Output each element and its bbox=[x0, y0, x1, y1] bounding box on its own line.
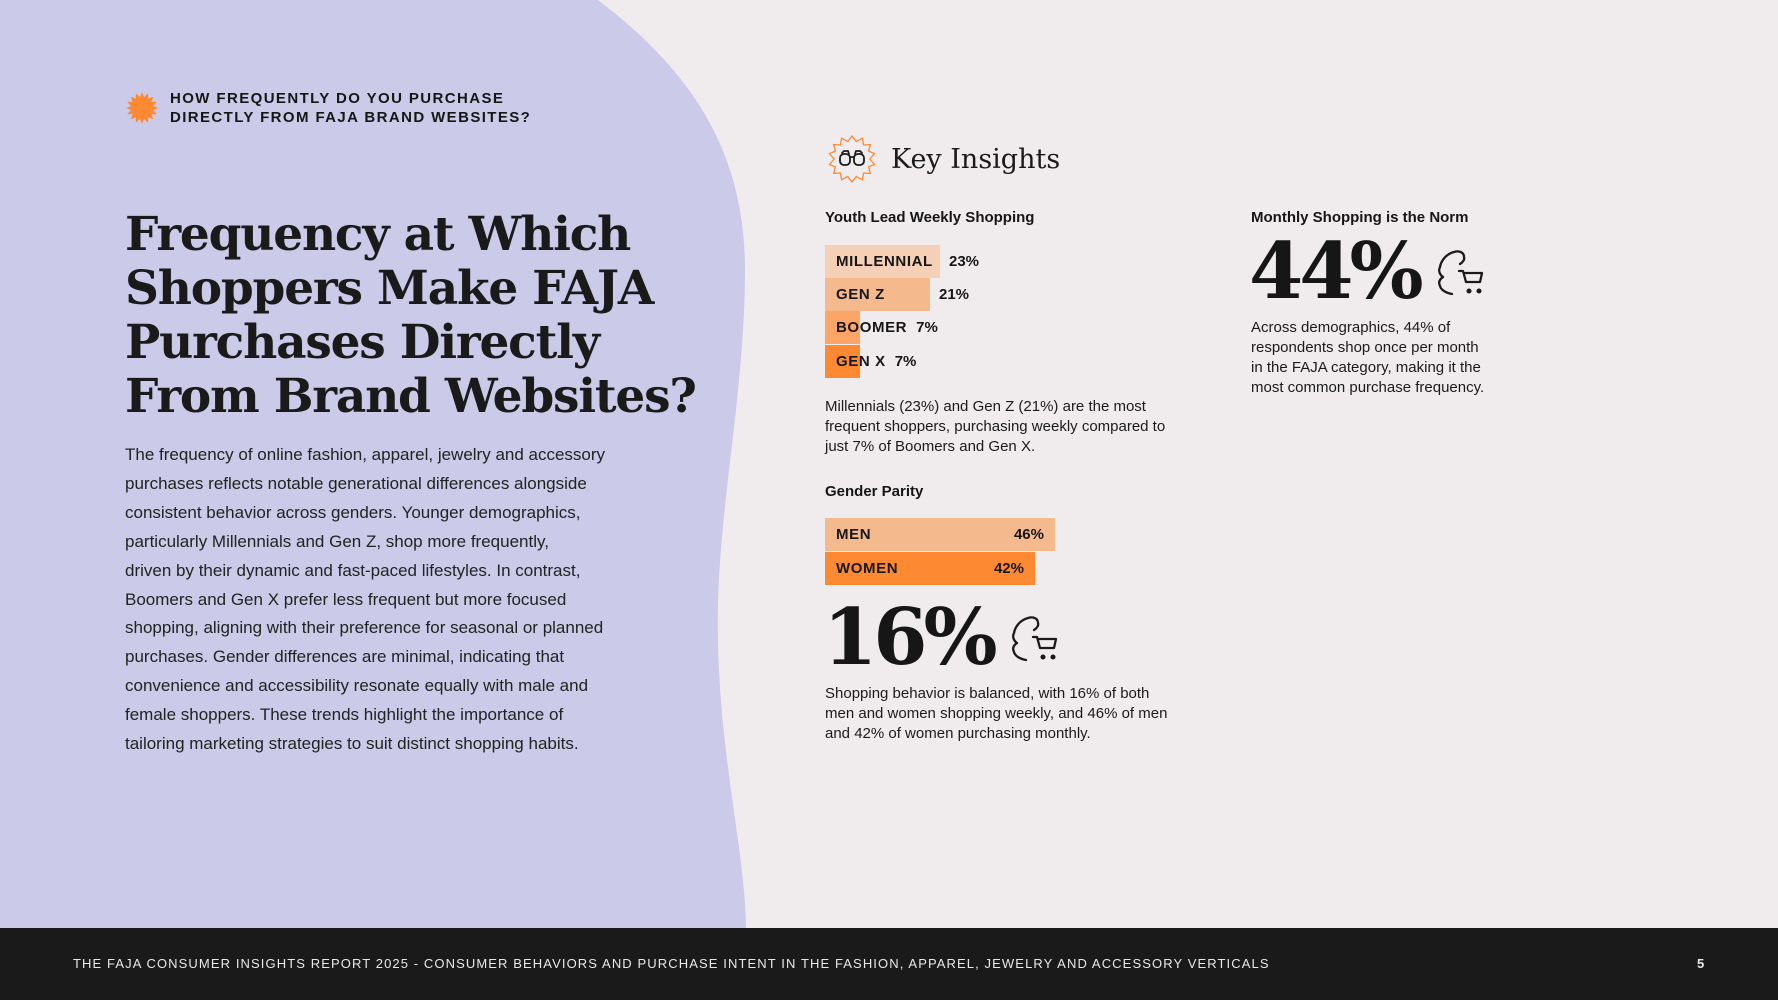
gender-big-stat: 16% bbox=[823, 598, 1062, 678]
bar-label: MILLENNIAL bbox=[836, 253, 933, 270]
bar bbox=[825, 345, 860, 378]
key-insights-header: Key Insights bbox=[825, 132, 1060, 186]
lavender-background-shape bbox=[0, 0, 746, 928]
bar-label: MEN bbox=[836, 526, 872, 543]
bar-value: 7% bbox=[894, 353, 917, 370]
page-number: 5 bbox=[1697, 956, 1705, 971]
bar-label: WOMEN bbox=[836, 560, 899, 577]
intro-paragraph: The frequency of online fashion, apparel… bbox=[125, 445, 606, 754]
bar-value: 46% bbox=[1013, 526, 1044, 543]
key-insights-title: Key Insights bbox=[891, 143, 1061, 175]
binoculars-icon bbox=[828, 134, 876, 184]
monthly-big-stat: 44% bbox=[1249, 232, 1488, 312]
gender-description: Shopping behavior is balanced, with 16% … bbox=[825, 685, 1168, 742]
survey-question-text: HOW FREQUENTLY DO YOU PURCHASE DIRECTLY … bbox=[170, 90, 532, 126]
bar-label: GEN Z bbox=[836, 286, 885, 303]
bar bbox=[825, 311, 860, 344]
bar-label: GEN X bbox=[836, 353, 886, 370]
youth-heading: Youth Lead Weekly Shopping bbox=[825, 209, 1035, 226]
youth-description: Millennials (23%) and Gen Z (21%) are th… bbox=[825, 398, 1166, 455]
bar bbox=[825, 552, 1035, 585]
bar bbox=[825, 245, 940, 278]
monthly-description: Across demographics, 44% of respondents … bbox=[1251, 319, 1485, 396]
gender-heading: Gender Parity bbox=[825, 483, 924, 500]
bar-value: 7% bbox=[916, 319, 938, 336]
bar-label: BOOMER bbox=[836, 319, 908, 336]
monthly-heading: Monthly Shopping is the Norm bbox=[1251, 209, 1469, 226]
gender-stat-number: 16% bbox=[823, 592, 998, 683]
page-footer: THE FAJA CONSUMER INSIGHTS REPORT 2025 -… bbox=[0, 928, 1778, 1000]
shopper-cart-icon bbox=[1011, 616, 1057, 662]
survey-question: HOW FREQUENTLY DO YOU PURCHASE DIRECTLY … bbox=[126, 89, 531, 127]
page-title: Frequency at Which Shoppers Make FAJA Pu… bbox=[125, 207, 697, 424]
bar bbox=[825, 518, 1055, 551]
bar bbox=[825, 278, 930, 311]
monthly-stat-number: 44% bbox=[1249, 226, 1424, 317]
shopper-cart-icon bbox=[1437, 250, 1483, 296]
bar-value: 21% bbox=[939, 286, 970, 303]
footer-report-title: THE FAJA CONSUMER INSIGHTS REPORT 2025 -… bbox=[73, 956, 1270, 971]
bar-value: 23% bbox=[949, 253, 980, 270]
bar-value: 42% bbox=[993, 560, 1024, 577]
starburst-icon bbox=[126, 92, 158, 124]
